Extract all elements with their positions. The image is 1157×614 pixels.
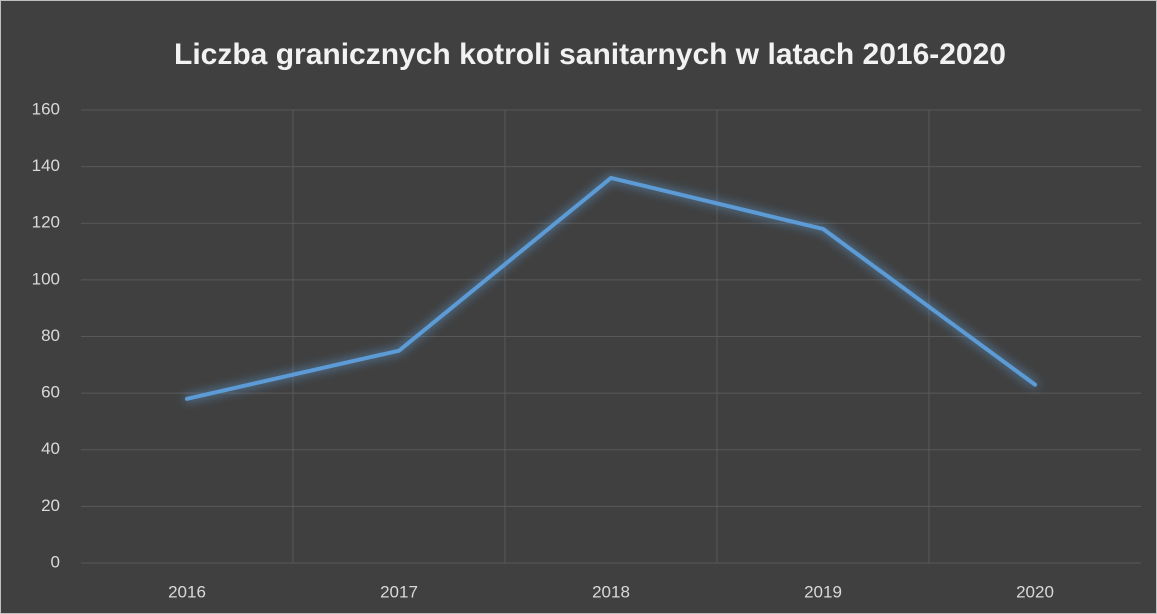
y-tick-label: 160 <box>32 99 60 118</box>
x-tick-label: 2019 <box>804 582 842 601</box>
chart-title: Liczba granicznych kotroli sanitarnych w… <box>174 38 1006 71</box>
y-tick-label: 60 <box>41 383 60 402</box>
y-tick-label: 0 <box>51 552 60 571</box>
x-tick-label: 2020 <box>1016 582 1054 601</box>
y-tick-label: 20 <box>41 496 60 515</box>
y-tick-label: 100 <box>32 269 60 288</box>
y-tick-label: 140 <box>32 156 60 175</box>
data-line <box>185 175 1037 401</box>
y-tick-label: 40 <box>41 439 60 458</box>
x-tick-label: 2018 <box>592 582 630 601</box>
x-tick-label: 2017 <box>380 582 418 601</box>
y-tick-label: 80 <box>41 326 60 345</box>
x-tick-label: 2016 <box>168 582 206 601</box>
y-tick-label: 120 <box>32 213 60 232</box>
